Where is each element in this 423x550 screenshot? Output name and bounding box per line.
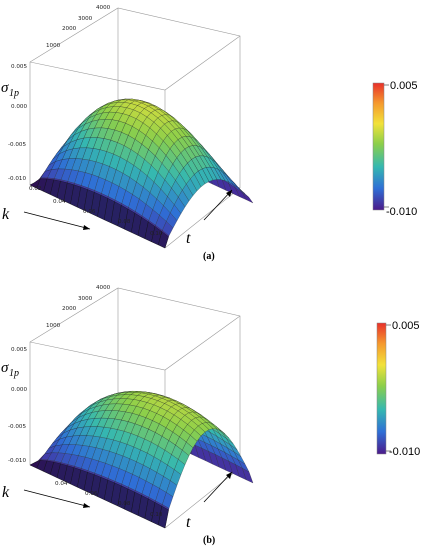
panel-a-x-arrow xyxy=(23,211,91,230)
panel-a-z-tick: -0.010 xyxy=(8,176,26,182)
surface-curtain-patch xyxy=(158,231,169,249)
panel-b-z-label-sub: 1p xyxy=(9,368,19,379)
panel-b-y-arrowhead xyxy=(226,472,232,479)
panel-a-z-tick: -0.005 xyxy=(8,142,26,148)
panel-a-x-tick: 0.10 xyxy=(150,231,163,237)
panel-a-z-tick: 0.000 xyxy=(11,104,27,110)
panel-b-colorbar-min: -0.010 xyxy=(389,446,420,458)
panel-a-y-ticks: 1000 2000 3000 4000 xyxy=(46,5,111,49)
panel-b-z-tick: -0.005 xyxy=(8,424,26,430)
panel-a-x-tick: 0.04 xyxy=(53,199,66,205)
panel-b-y-tick: 3000 xyxy=(78,296,93,302)
panel-a-colorbar-max: 0.005 xyxy=(390,80,418,92)
panel-a-x-ticks: 0.02 0.04 0.06 0.08 0.10 xyxy=(29,186,163,237)
panel-a-x-label: k xyxy=(2,206,10,223)
panel-b-z-label: σ xyxy=(1,360,9,376)
panel-b-z-axis-label: σ 1p xyxy=(1,360,19,379)
panel-b-y-ticks: 1000 2000 3000 4000 xyxy=(46,285,111,329)
panel-b-x-tick: 0.08 xyxy=(118,501,131,507)
panel-a-y-tick: 1000 xyxy=(46,43,61,49)
panel-b-x-ticks: 0.04 0.06 0.08 0.10 xyxy=(55,481,163,518)
panel-b-y-tick: 1000 xyxy=(46,323,61,329)
panel-a-z-label: σ xyxy=(1,80,9,96)
panel-b-colorbar: 0.005 -0.010 xyxy=(376,320,420,458)
panel-a-y-label: t xyxy=(186,230,191,247)
panel-b-surface xyxy=(29,391,254,529)
panel-a-z-label-sub: 1p xyxy=(9,88,19,99)
panel-a-x-arrowhead xyxy=(83,225,90,230)
panel-a-y-arrow xyxy=(203,189,233,221)
panel-a-x-tick: 0.06 xyxy=(83,209,96,215)
panel-a-z-axis-label: σ 1p xyxy=(1,80,19,99)
panel-b-y-tick: 4000 xyxy=(96,285,111,291)
panel-b: 1000 2000 3000 4000 -0.010 -0.005 0.000 … xyxy=(1,285,420,546)
panel-a-z-ticks: -0.010 -0.005 0.000 0.005 xyxy=(8,64,27,182)
panel-b-label: (b) xyxy=(203,535,215,546)
panel-a-x-tick: 0.08 xyxy=(118,219,131,225)
panel-a-y-tick: 4000 xyxy=(96,5,111,11)
panel-a-y-tick: 3000 xyxy=(78,16,93,22)
panel-a-y-tick: 2000 xyxy=(62,26,77,32)
panel-b-x-arrowhead xyxy=(83,503,90,508)
panel-a-y-arrowhead xyxy=(226,190,232,197)
panel-a-colorbar-gradient xyxy=(372,82,385,211)
panel-b-z-tick: 0.000 xyxy=(11,387,27,393)
panel-b-x-tick: 0.10 xyxy=(150,512,163,518)
panel-a-colorbar: 0.005 -0.010 xyxy=(372,80,418,218)
panel-b-y-tick: 2000 xyxy=(62,306,77,312)
surface-curtain-patch xyxy=(158,505,169,529)
panel-a-surface xyxy=(29,98,254,249)
panel-a-label: (a) xyxy=(203,251,215,262)
panel-a: 1000 2000 3000 4000 -0.010 -0.005 0.000 … xyxy=(1,5,418,262)
panel-b-x-tick: 0.04 xyxy=(55,481,68,487)
panel-b-z-tick: 0.005 xyxy=(11,347,27,353)
panel-b-x-tick: 0.06 xyxy=(85,491,98,497)
panel-a-x-tick: 0.02 xyxy=(29,186,41,192)
panel-b-y-label: t xyxy=(186,514,191,531)
panel-b-y-arrow xyxy=(203,471,233,503)
panel-b-colorbar-max: 0.005 xyxy=(392,320,420,332)
panel-b-z-tick: -0.010 xyxy=(8,458,26,464)
panel-b-x-arrow xyxy=(23,489,91,508)
panel-a-colorbar-min: -0.010 xyxy=(386,206,417,218)
panel-b-z-ticks: -0.010 -0.005 0.000 0.005 xyxy=(8,347,27,464)
panel-b-colorbar-gradient xyxy=(376,322,387,455)
panel-a-z-tick: 0.005 xyxy=(11,64,27,70)
panel-b-x-label: k xyxy=(2,484,10,501)
